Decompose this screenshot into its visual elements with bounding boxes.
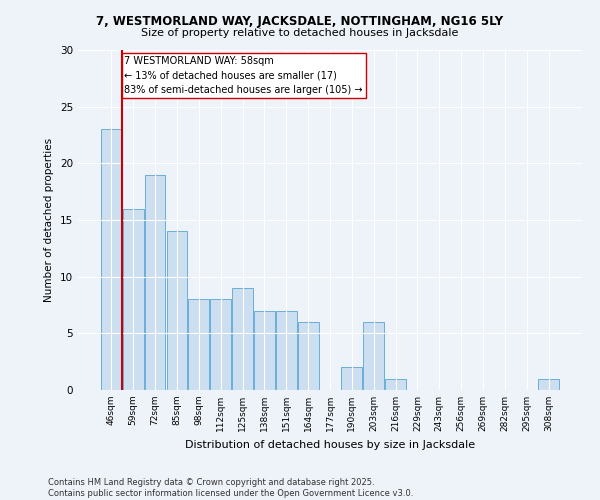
Bar	[210, 300, 231, 390]
Bar	[298, 322, 319, 390]
Bar	[167, 232, 187, 390]
Bar	[145, 174, 166, 390]
Bar	[538, 378, 559, 390]
Bar	[364, 322, 384, 390]
Bar	[123, 208, 143, 390]
Text: Size of property relative to detached houses in Jacksdale: Size of property relative to detached ho…	[142, 28, 458, 38]
Text: 7, WESTMORLAND WAY, JACKSDALE, NOTTINGHAM, NG16 5LY: 7, WESTMORLAND WAY, JACKSDALE, NOTTINGHA…	[97, 15, 503, 28]
X-axis label: Distribution of detached houses by size in Jacksdale: Distribution of detached houses by size …	[185, 440, 475, 450]
Text: Contains HM Land Registry data © Crown copyright and database right 2025.
Contai: Contains HM Land Registry data © Crown c…	[48, 478, 413, 498]
Bar	[232, 288, 253, 390]
Y-axis label: Number of detached properties: Number of detached properties	[44, 138, 55, 302]
Bar	[276, 310, 296, 390]
Bar	[188, 300, 209, 390]
Bar	[385, 378, 406, 390]
Text: 7 WESTMORLAND WAY: 58sqm
← 13% of detached houses are smaller (17)
83% of semi-d: 7 WESTMORLAND WAY: 58sqm ← 13% of detach…	[124, 56, 363, 96]
Bar	[254, 310, 275, 390]
Bar	[101, 130, 122, 390]
Bar	[341, 368, 362, 390]
